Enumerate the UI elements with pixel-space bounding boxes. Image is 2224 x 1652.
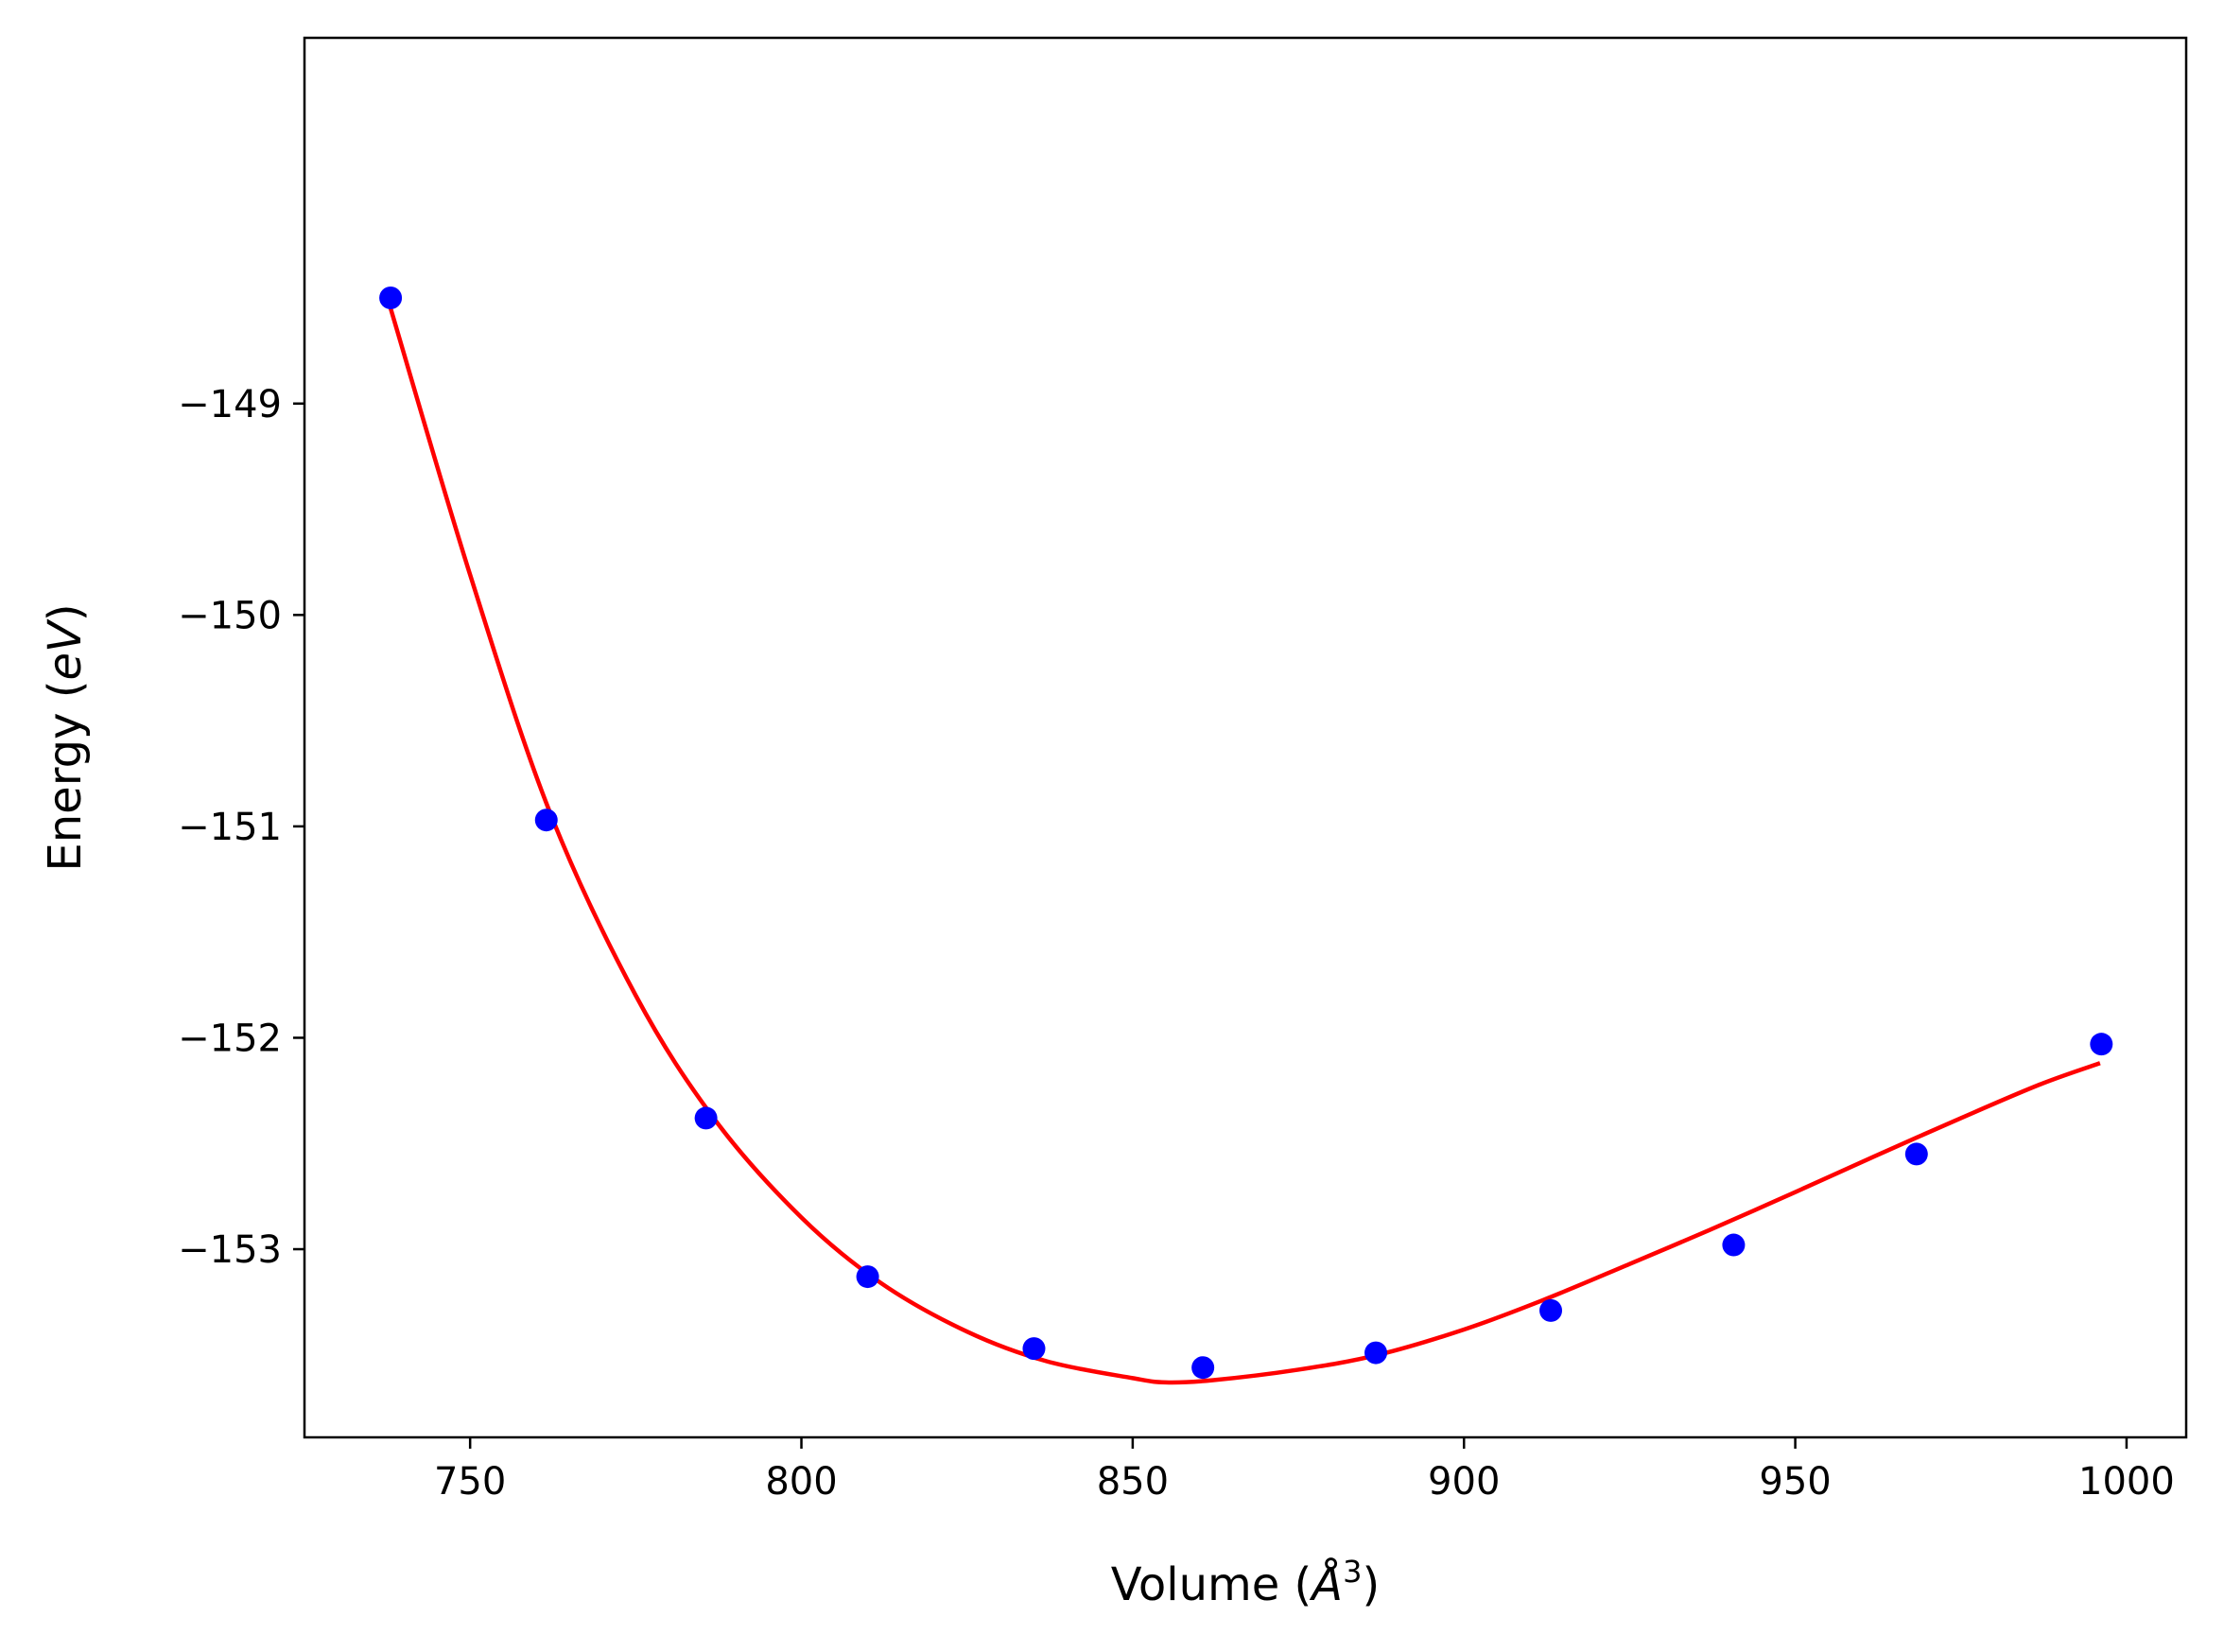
y-tick-label: −150 (178, 594, 282, 637)
data-point (1904, 1142, 1928, 1166)
data-point (1722, 1233, 1746, 1257)
x-tick-label: 850 (1097, 1460, 1169, 1504)
plot-frame (303, 36, 2188, 1439)
data-point (694, 1106, 718, 1130)
data-point (1191, 1356, 1215, 1380)
x-tick-label: 900 (1428, 1460, 1500, 1504)
y-tick-label: −151 (178, 806, 282, 849)
x-axis-label: Volume (Å3) (1111, 1554, 1380, 1611)
data-point (379, 286, 403, 309)
data-point (2090, 1033, 2113, 1056)
data-point (534, 809, 558, 832)
y-tick-label: −149 (178, 383, 282, 426)
x-tick-label: 1000 (2078, 1460, 2175, 1504)
data-point (1364, 1341, 1388, 1365)
x-tick-label: 750 (434, 1460, 506, 1504)
x-tick-label: 950 (1759, 1460, 1831, 1504)
y-tick-label: −153 (178, 1228, 282, 1272)
data-point (1539, 1298, 1563, 1322)
data-point (1022, 1337, 1046, 1361)
fit-curve-line (388, 307, 2101, 1385)
axis-ticks: 750 800 850 900 950 1000 −149 −150 −151 −152 −153 (178, 383, 2175, 1504)
y-tick-label: −152 (178, 1017, 282, 1060)
plot-area (379, 286, 2113, 1385)
y-axis-label: Energy (eV) (39, 603, 92, 871)
data-point (856, 1265, 879, 1289)
x-tick-label: 800 (765, 1460, 837, 1504)
